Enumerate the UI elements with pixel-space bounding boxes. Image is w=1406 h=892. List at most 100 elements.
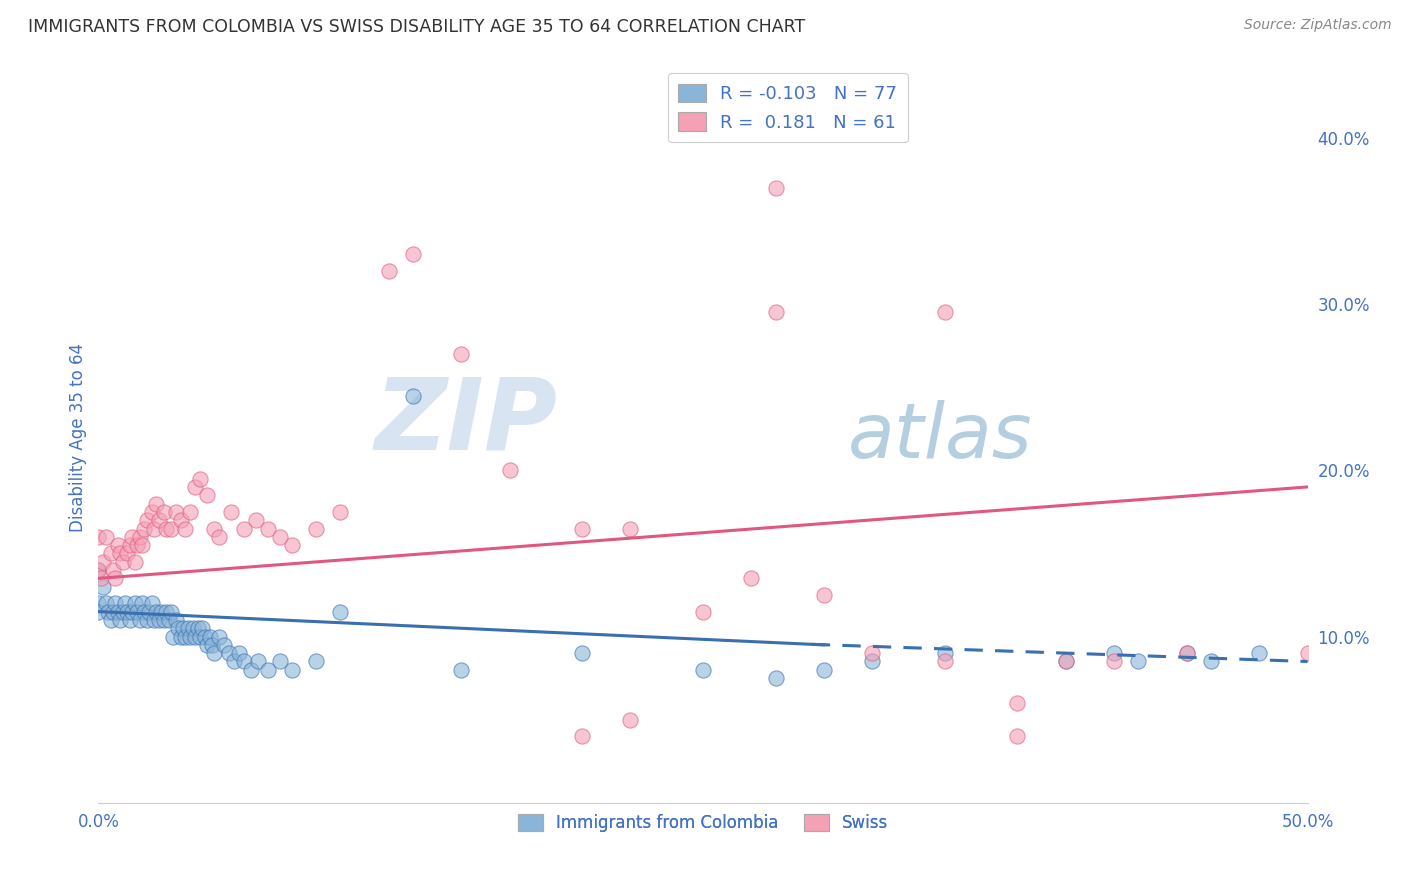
Point [104, 596, 127, 610]
Point [90, 571, 112, 585]
Point [141, 505, 163, 519]
Point [157, 613, 180, 627]
Point [245, 513, 267, 527]
Point [208, 630, 231, 644]
Point [143, 521, 166, 535]
Point [256, 663, 278, 677]
Point [740, 571, 762, 585]
Point [104, 571, 127, 585]
Point [1007, 729, 1029, 743]
Point [148, 613, 170, 627]
Point [145, 605, 167, 619]
Point [498, 463, 520, 477]
Point [765, 180, 787, 194]
Point [160, 605, 183, 619]
Point [124, 596, 146, 610]
Point [87, 605, 110, 619]
Point [191, 621, 214, 635]
Point [148, 513, 170, 527]
Point [188, 630, 211, 644]
Point [145, 497, 167, 511]
Point [402, 247, 425, 261]
Point [222, 655, 245, 669]
Point [329, 505, 352, 519]
Point [188, 472, 211, 486]
Point [114, 596, 136, 610]
Point [187, 621, 209, 635]
Point [128, 530, 150, 544]
Point [281, 538, 304, 552]
Point [152, 613, 174, 627]
Point [934, 655, 956, 669]
Point [177, 621, 200, 635]
Point [162, 630, 184, 644]
Point [138, 605, 160, 619]
Point [692, 605, 714, 619]
Text: atlas: atlas [848, 401, 1032, 474]
Point [619, 521, 641, 535]
Point [281, 663, 304, 677]
Point [87, 530, 110, 544]
Point [155, 605, 177, 619]
Point [179, 630, 201, 644]
Point [195, 638, 218, 652]
Point [91, 555, 114, 569]
Point [121, 530, 143, 544]
Point [184, 480, 207, 494]
Point [571, 521, 593, 535]
Point [94, 530, 117, 544]
Point [571, 646, 593, 660]
Point [198, 630, 221, 644]
Point [402, 388, 425, 402]
Point [329, 605, 352, 619]
Point [247, 655, 270, 669]
Point [97, 605, 120, 619]
Point [134, 605, 156, 619]
Text: Source: ZipAtlas.com: Source: ZipAtlas.com [1244, 18, 1392, 32]
Point [239, 663, 262, 677]
Point [131, 538, 153, 552]
Point [305, 521, 328, 535]
Point [765, 671, 787, 685]
Point [87, 563, 110, 577]
Point [195, 488, 218, 502]
Point [108, 546, 131, 560]
Point [571, 729, 593, 743]
Y-axis label: Disability Age 35 to 64: Disability Age 35 to 64 [69, 343, 87, 532]
Point [619, 713, 641, 727]
Point [450, 347, 472, 361]
Point [94, 596, 117, 610]
Point [135, 613, 157, 627]
Point [184, 630, 207, 644]
Point [934, 305, 956, 319]
Point [179, 505, 201, 519]
Point [269, 530, 291, 544]
Point [201, 638, 224, 652]
Point [155, 521, 177, 535]
Point [107, 538, 129, 552]
Point [1296, 646, 1319, 660]
Point [100, 546, 122, 560]
Point [143, 613, 166, 627]
Point [150, 605, 173, 619]
Point [813, 663, 835, 677]
Point [128, 613, 150, 627]
Point [1102, 646, 1125, 660]
Point [87, 563, 110, 577]
Point [232, 521, 254, 535]
Point [450, 663, 472, 677]
Point [101, 563, 124, 577]
Point [765, 305, 787, 319]
Point [160, 521, 183, 535]
Point [204, 521, 226, 535]
Point [174, 630, 197, 644]
Point [111, 555, 134, 569]
Point [101, 605, 124, 619]
Point [135, 513, 157, 527]
Point [127, 605, 149, 619]
Point [118, 538, 141, 552]
Point [1054, 655, 1077, 669]
Point [1007, 696, 1029, 710]
Point [100, 613, 122, 627]
Point [228, 646, 250, 660]
